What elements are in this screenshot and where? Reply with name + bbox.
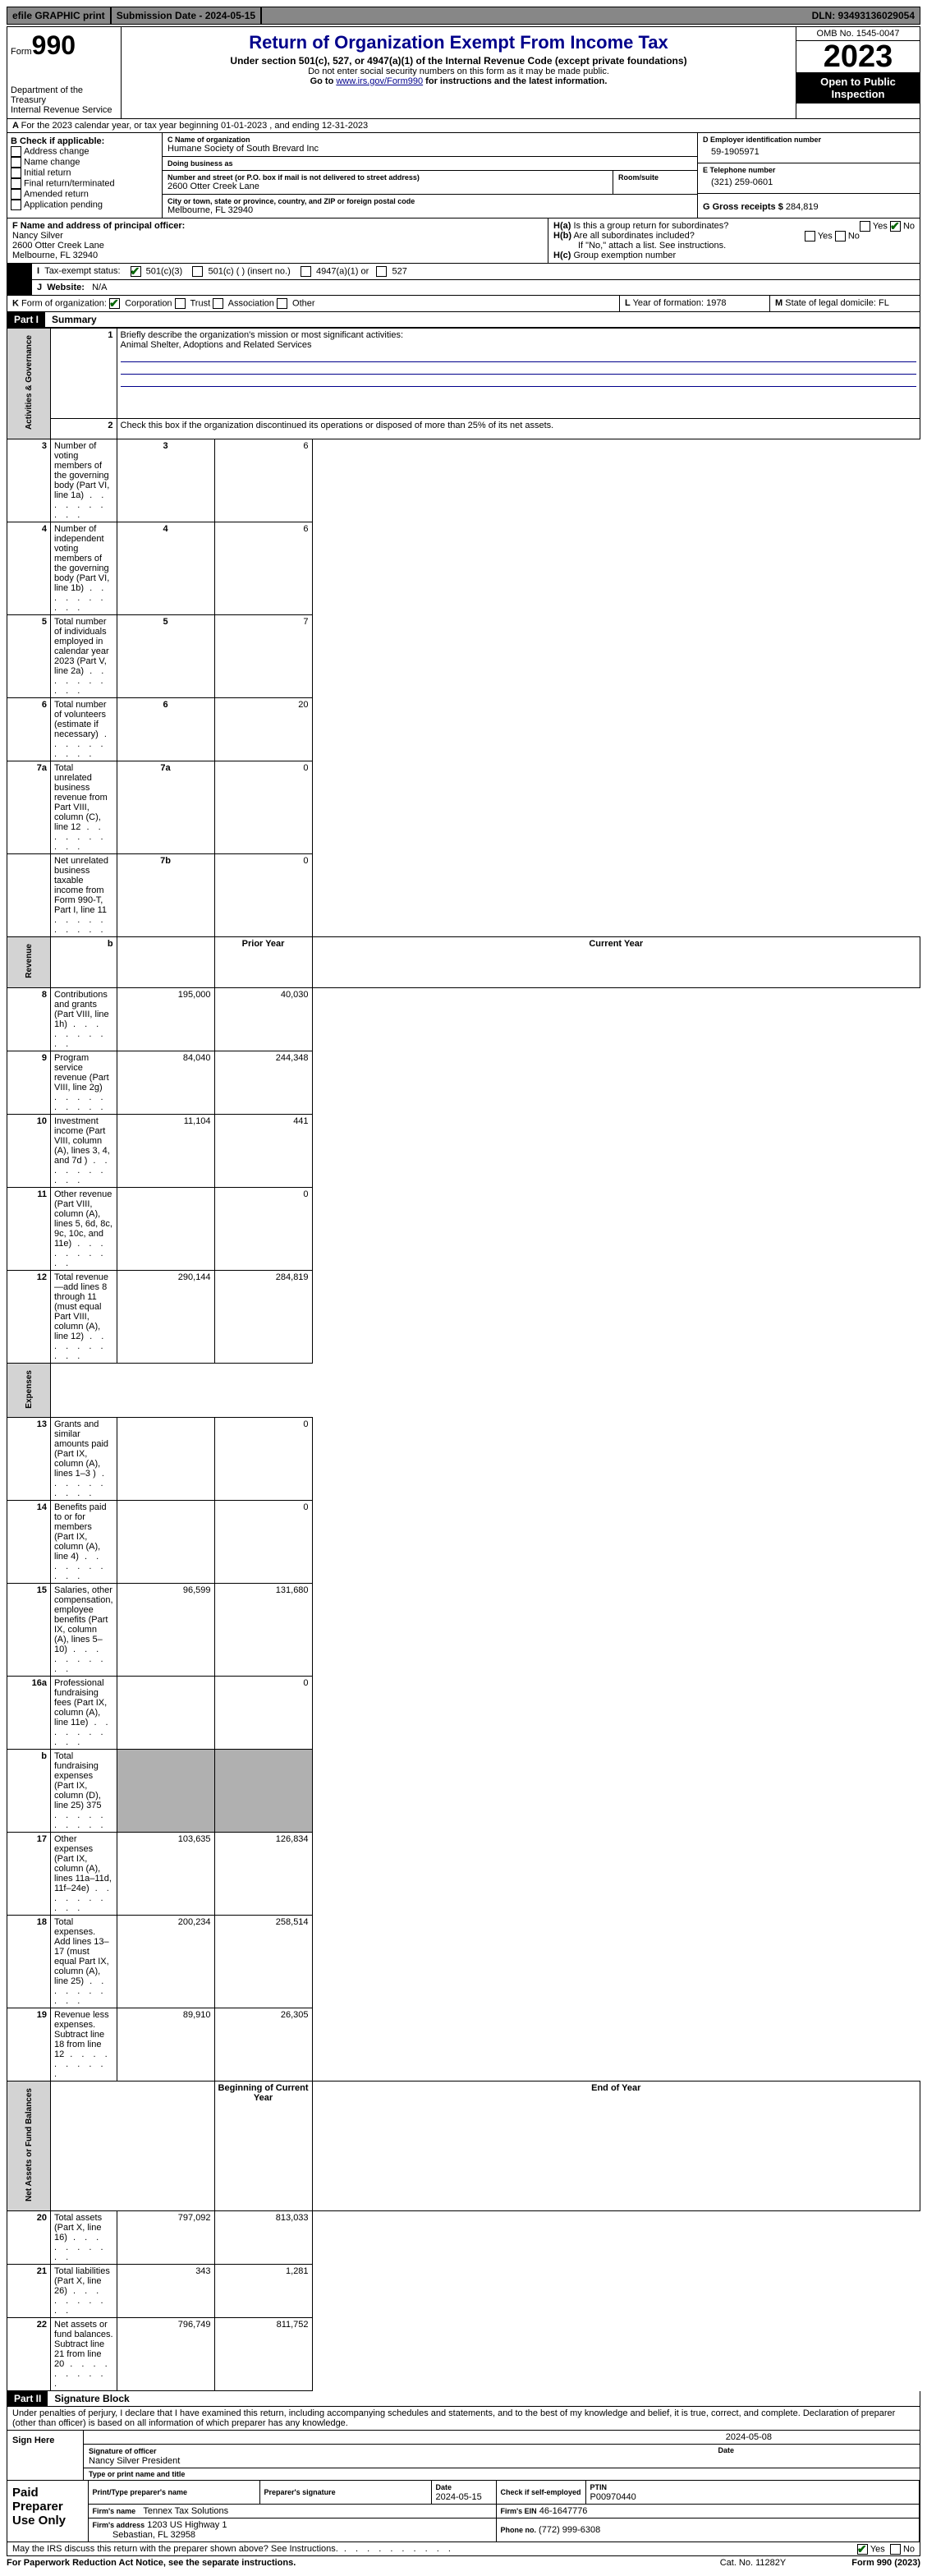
ssn-warning: Do not enter social security numbers on …: [125, 67, 792, 76]
efile-label: efile GRAPHIC print: [7, 7, 112, 24]
officer-sig: Nancy Silver President: [89, 2456, 180, 2466]
hb-yes-checkbox[interactable]: [805, 231, 815, 242]
form-header: Form990 Department of the Treasury Inter…: [7, 26, 920, 119]
top-bar: efile GRAPHIC print Submission Date - 20…: [7, 7, 920, 25]
dln: DLN: 93493136029054: [807, 7, 920, 24]
open-inspection: Open to Public Inspection: [796, 72, 920, 104]
paid-preparer: Paid Preparer Use Only Print/Type prepar…: [7, 2481, 920, 2542]
irs-link[interactable]: www.irs.gov/Form990: [336, 76, 423, 86]
declaration: Under penalties of perjury, I declare th…: [7, 2407, 920, 2431]
ha-yes-checkbox[interactable]: [860, 221, 870, 232]
part1-header: Part ISummary: [7, 312, 920, 328]
officer-name: Nancy Silver: [12, 231, 63, 241]
firm-name: Tennex Tax Solutions: [143, 2506, 228, 2516]
goto-link: Go to www.irs.gov/Form990 for instructio…: [125, 76, 792, 86]
website: N/A: [92, 283, 107, 292]
corp-checkbox[interactable]: [109, 298, 120, 309]
form-subtitle: Under section 501(c), 527, or 4947(a)(1)…: [125, 55, 792, 67]
discuss-irs: May the IRS discuss this return with the…: [7, 2542, 920, 2556]
form-number: Form990: [11, 30, 117, 61]
tax-year: 2023: [796, 41, 920, 72]
501c3-checkbox[interactable]: [131, 266, 141, 277]
section-b-g: B Check if applicable: Address changeNam…: [7, 133, 920, 218]
line-a: A For the 2023 calendar year, or tax yea…: [7, 119, 920, 133]
ein: 59-1905971: [703, 144, 915, 160]
line-k-m: K Form of organization: Corporation Trus…: [7, 296, 920, 312]
org-name: Humane Society of South Brevard Inc: [168, 144, 319, 154]
org-city: Melbourne, FL 32940: [168, 205, 253, 215]
summary-table: Activities & Governance 1 Briefly descri…: [7, 328, 920, 2391]
org-address: 2600 Otter Creek Lane: [168, 182, 259, 191]
submission-date: Submission Date - 2024-05-15: [112, 7, 262, 24]
section-f-h: F Name and address of principal officer:…: [7, 218, 920, 264]
domicile: FL: [879, 298, 889, 308]
hb-no-checkbox[interactable]: [835, 231, 846, 242]
mission: Animal Shelter, Adoptions and Related Se…: [121, 340, 312, 350]
discuss-no-checkbox[interactable]: [890, 2544, 901, 2555]
year-formation: 1978: [706, 298, 726, 308]
ptin: P00970440: [590, 2492, 636, 2502]
form-title: Return of Organization Exempt From Incom…: [125, 32, 792, 53]
sign-here: Sign Here 2024-05-08 Signature of office…: [7, 2431, 920, 2481]
b-header: B Check if applicable:: [11, 136, 104, 146]
phone: (321) 259-0601: [703, 174, 915, 191]
gross-receipts: 284,819: [786, 202, 819, 212]
part2-header: Part IISignature Block: [7, 2391, 920, 2407]
footer: For Paperwork Reduction Act Notice, see …: [7, 2556, 920, 2569]
line-i: I Tax-exempt status: 501(c)(3) 501(c) ( …: [7, 264, 920, 280]
discuss-yes-checkbox[interactable]: [857, 2544, 868, 2555]
ha-no-checkbox[interactable]: [890, 221, 901, 232]
dept-treasury: Department of the Treasury Internal Reve…: [11, 85, 117, 115]
line-j: J Website: N/A: [7, 280, 920, 296]
